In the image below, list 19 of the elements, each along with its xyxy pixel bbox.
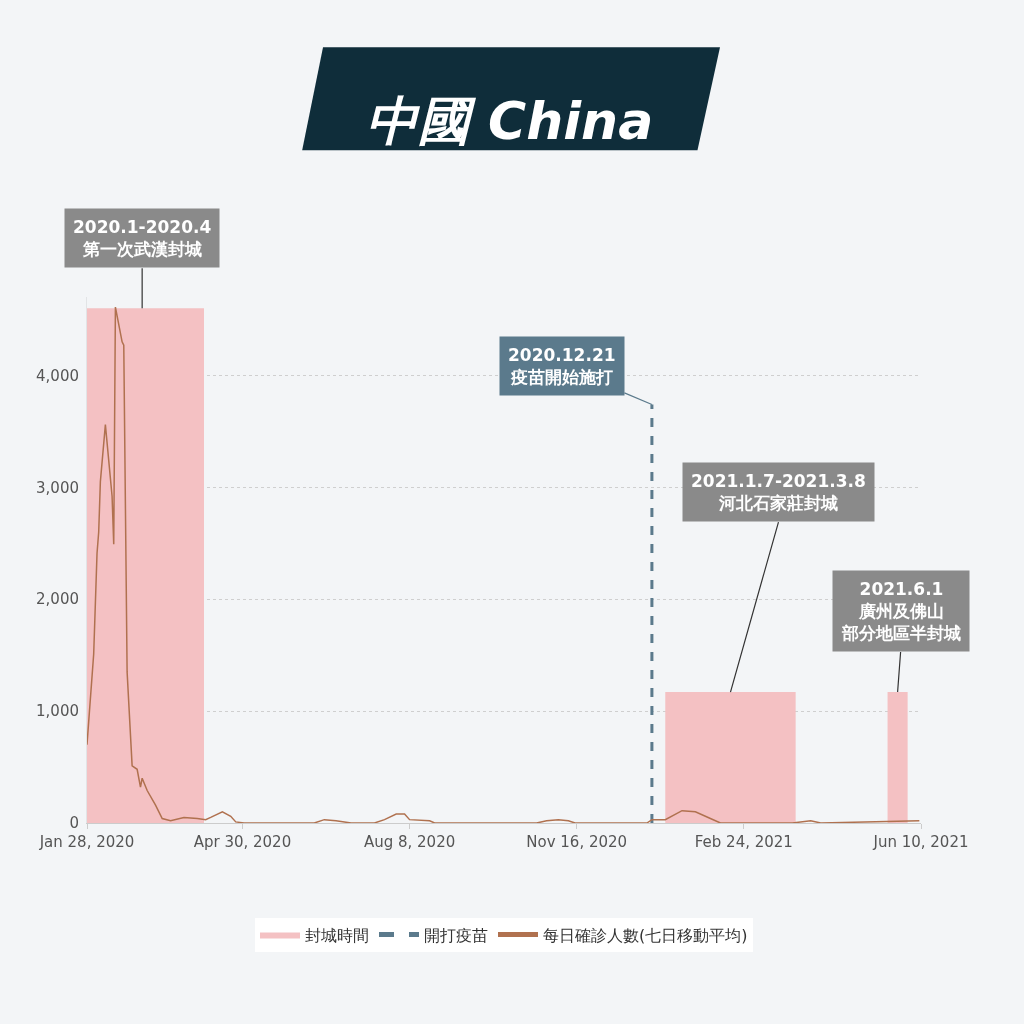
annotation: 2020.1-2020.4 第一次武漢封城 bbox=[73, 217, 212, 260]
x-tick-label: Feb 24, 2021 bbox=[694, 833, 793, 851]
y-tick-label: 1,000 bbox=[36, 702, 79, 721]
annotation: 2020.12.21 疫苗開始施打 bbox=[508, 345, 616, 388]
y-tick-label: 3,000 bbox=[36, 478, 79, 497]
x-tick-label: Jun 10, 2021 bbox=[872, 833, 969, 851]
y-tick-label: 2,000 bbox=[36, 590, 79, 609]
y-tick-label: 0 bbox=[69, 814, 79, 833]
annotation: 2021.1.7-2021.3.8 河北石家莊封城 bbox=[691, 471, 866, 514]
x-tick-label: Jan 28, 2020 bbox=[38, 833, 135, 851]
legend-label: 封城時間 bbox=[305, 925, 369, 945]
legend-label: 開打疫苗 bbox=[424, 925, 488, 945]
x-tick-label: Nov 16, 2020 bbox=[526, 833, 628, 851]
x-tick-label: Aug 8, 2020 bbox=[363, 833, 456, 851]
legend-label: 每日確診人數(七日移動平均) bbox=[543, 925, 748, 945]
y-tick-label: 4,000 bbox=[36, 366, 79, 385]
x-tick-label: Apr 30, 2020 bbox=[193, 833, 292, 851]
annotation: 2021.6.1 廣州及佛山部分地區半封城 bbox=[841, 579, 961, 644]
chart-title: 中國 China bbox=[366, 91, 654, 151]
